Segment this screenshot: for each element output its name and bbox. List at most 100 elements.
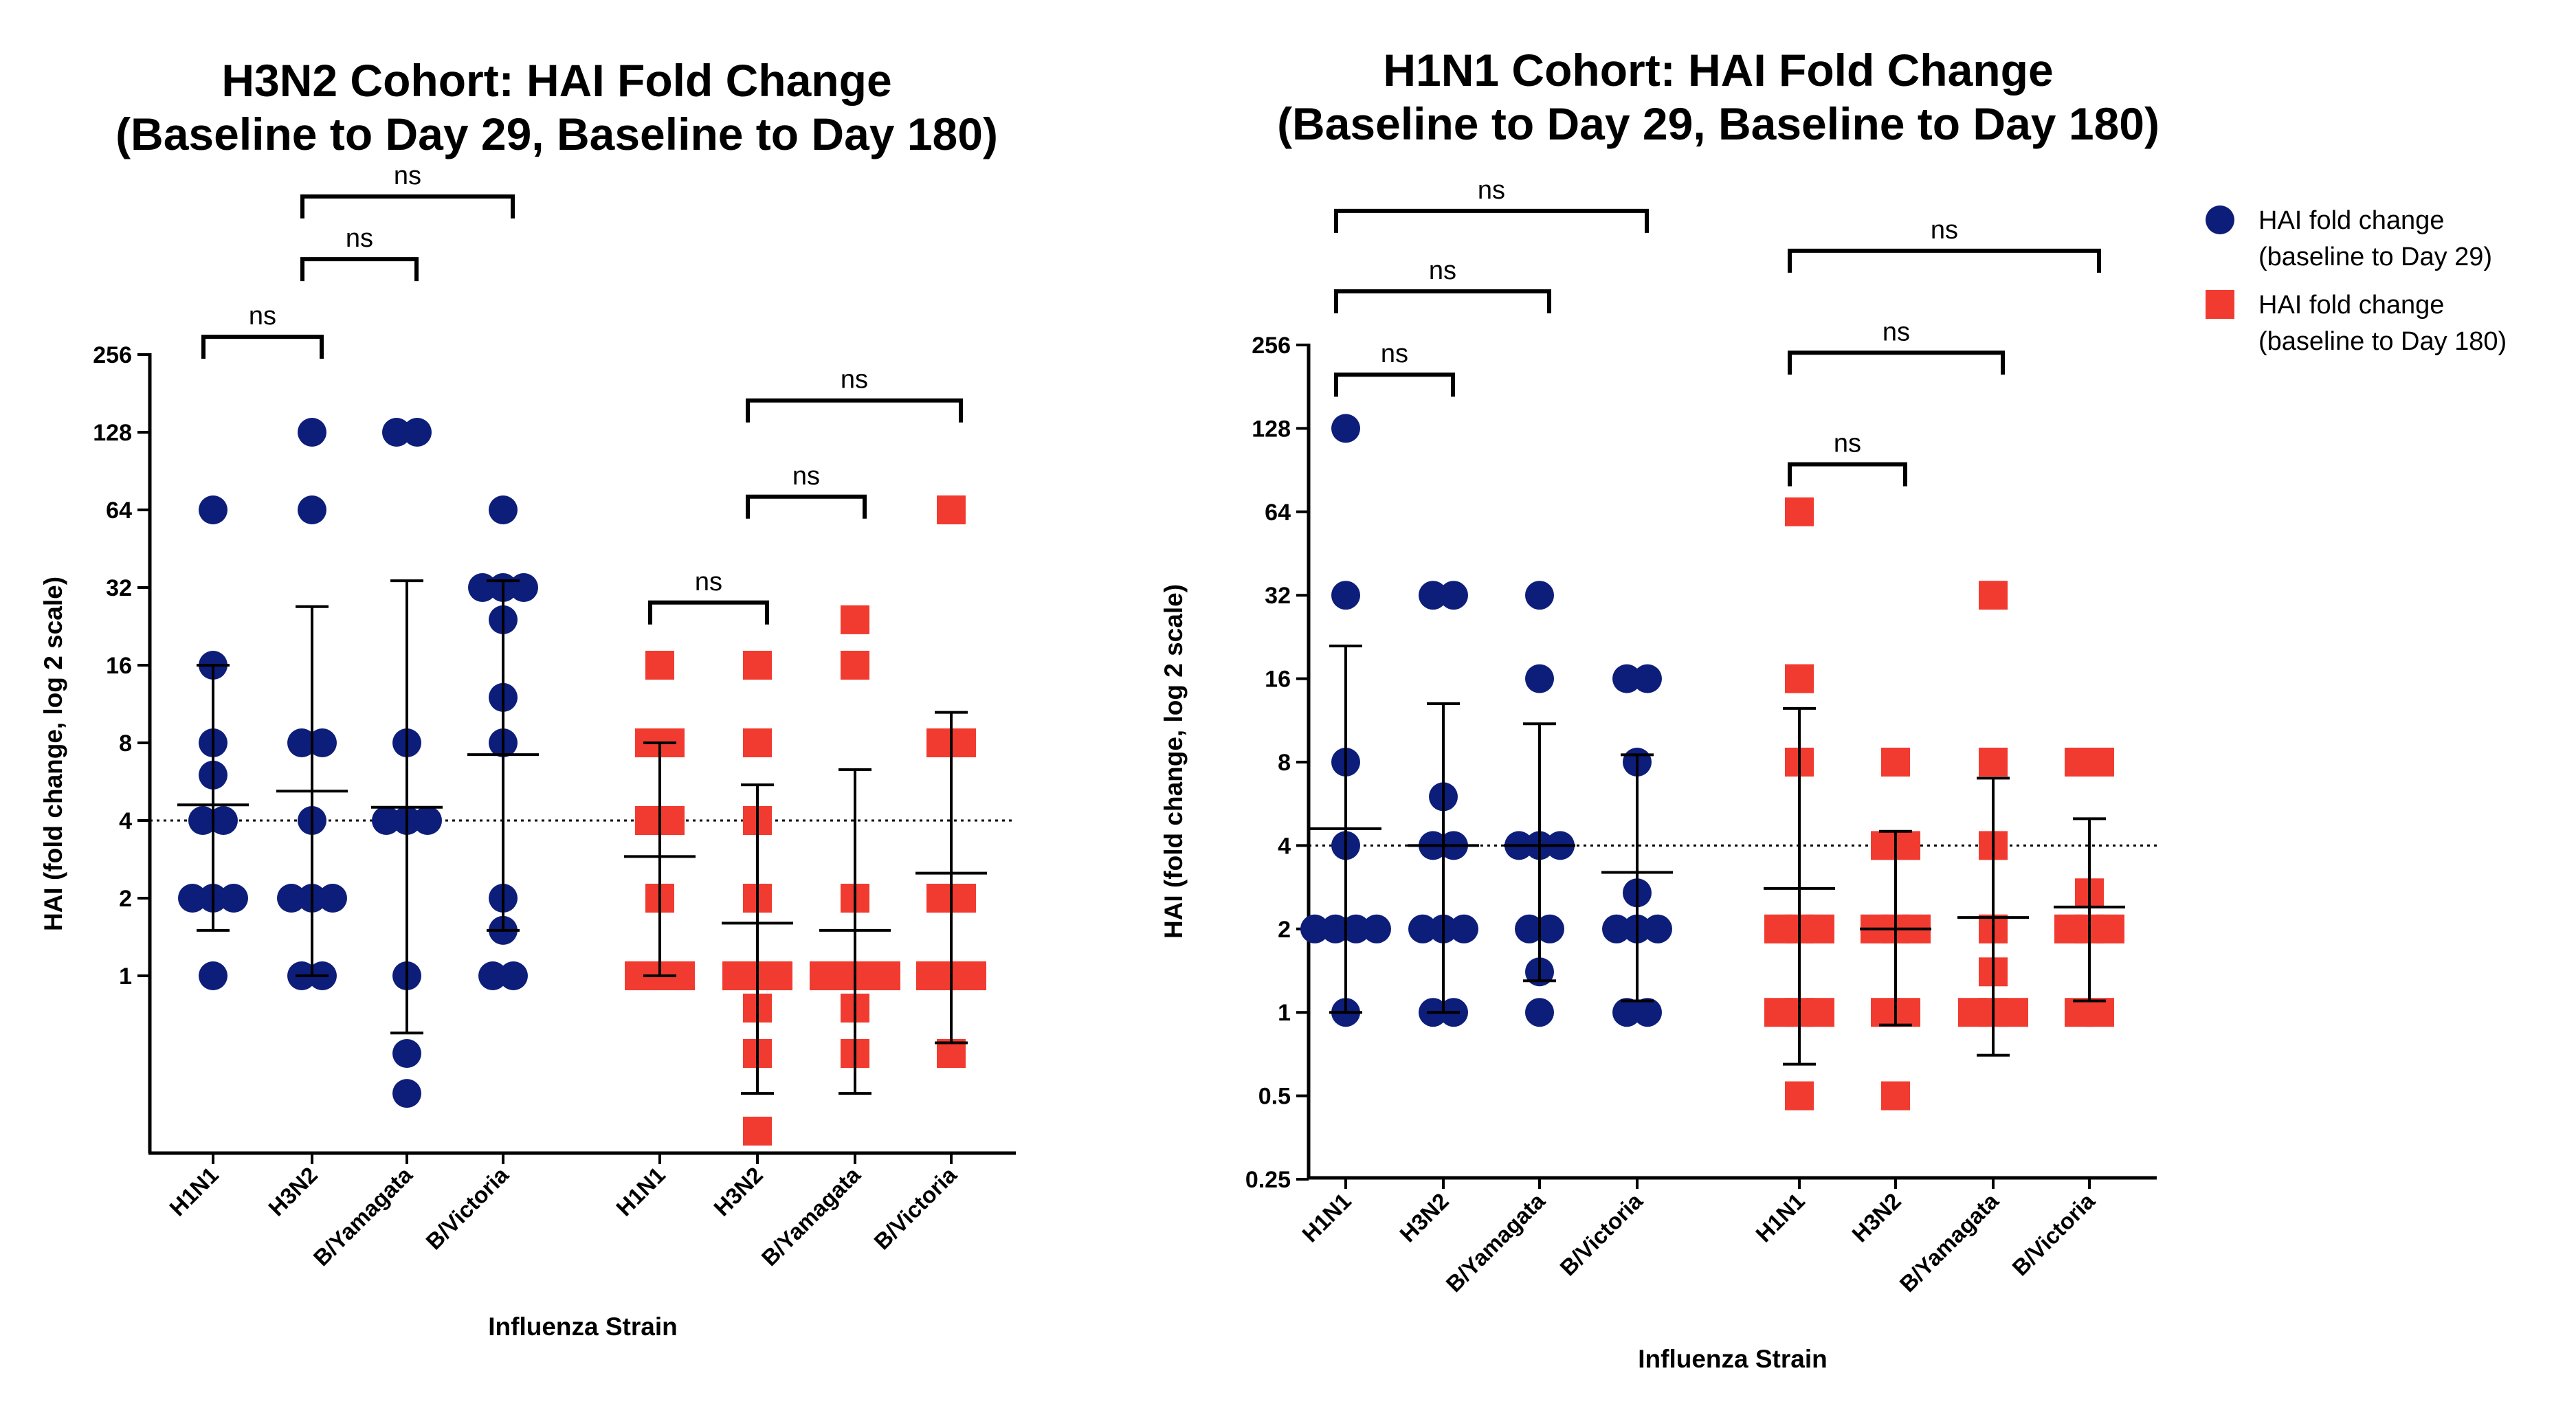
h1n1-cohort-chart: H1N1 Cohort: HAI Fold Change(Baseline to… xyxy=(1159,45,2159,1373)
legend-marker-day180 xyxy=(2206,290,2234,319)
data-point-day29 xyxy=(478,961,507,990)
legend-sublabel: (baseline to Day 180) xyxy=(2258,327,2507,356)
data-point-day29 xyxy=(509,573,538,602)
significance-label: ns xyxy=(1931,216,1958,245)
data-point-day180 xyxy=(2096,914,2124,944)
significance-label: ns xyxy=(1478,176,1505,205)
data-point-day180 xyxy=(743,1117,772,1146)
data-point-day29 xyxy=(1525,581,1554,610)
legend-label: HAI fold change xyxy=(2258,206,2444,235)
data-point-day29 xyxy=(1331,581,1360,610)
data-point-day29 xyxy=(1612,998,1641,1027)
data-point-day29 xyxy=(1362,914,1391,944)
significance-bracket xyxy=(1788,462,1907,487)
significance-bracket xyxy=(648,600,769,625)
y-tick-label: 128 xyxy=(1252,416,1291,442)
data-point-day180 xyxy=(2085,998,2114,1027)
significance-label: ns xyxy=(1883,317,1910,346)
data-point-day29 xyxy=(1342,914,1370,944)
significance-bracket xyxy=(201,335,324,359)
data-point-day29 xyxy=(1331,414,1360,443)
data-point-day29 xyxy=(372,806,401,835)
x-category-label: H3N2 xyxy=(1847,1188,1906,1247)
data-point-day180 xyxy=(1785,497,1814,526)
significance-label: ns xyxy=(792,462,820,491)
y-tick-label: 1 xyxy=(1278,1000,1291,1026)
chart-subtitle: (Baseline to Day 29, Baseline to Day 180… xyxy=(1277,98,2159,149)
y-tick-label: 64 xyxy=(1265,500,1291,526)
data-point-day29 xyxy=(1633,998,1662,1027)
data-point-day29 xyxy=(209,806,238,835)
x-category-label: H1N1 xyxy=(164,1162,223,1221)
data-point-day180 xyxy=(1881,748,1910,777)
data-point-day29 xyxy=(1450,914,1478,944)
data-point-day180 xyxy=(743,728,772,757)
data-point-day180 xyxy=(1806,914,1834,944)
y-tick-label: 32 xyxy=(106,575,132,601)
x-category-label: B/Victoria xyxy=(421,1161,513,1254)
data-point-day29 xyxy=(392,1039,421,1068)
data-point-day29 xyxy=(382,418,411,447)
legend: HAI fold change (baseline to Day 29) HAI f… xyxy=(2206,205,2507,356)
x-category-label: H3N2 xyxy=(1395,1188,1454,1247)
data-point-day180 xyxy=(1979,581,2008,610)
y-tick-label: 128 xyxy=(93,420,132,446)
data-point-day180 xyxy=(871,961,900,990)
y-tick-label: 2 xyxy=(1278,917,1291,943)
data-point-day29 xyxy=(1408,914,1437,944)
x-category-label: H1N1 xyxy=(1751,1188,1810,1247)
x-category-label: B/Yamagata xyxy=(756,1161,865,1271)
y-axis-title: HAI (fold change, log 2 scale) xyxy=(39,577,67,931)
y-tick-label: 8 xyxy=(1278,750,1291,776)
data-point-day180 xyxy=(1785,1081,1814,1111)
y-tick-label: 1 xyxy=(119,963,132,990)
y-tick-label: 64 xyxy=(106,498,132,524)
x-category-label: H3N2 xyxy=(709,1162,768,1221)
y-tick-label: 0.25 xyxy=(1245,1167,1291,1193)
y-tick-label: 2 xyxy=(119,886,132,912)
data-point-day180 xyxy=(2085,748,2114,777)
h3n2-cohort-chart: H3N2 Cohort: HAI Fold Change(Baseline to… xyxy=(39,55,1016,1341)
data-point-day29 xyxy=(1515,914,1544,944)
data-point-day29 xyxy=(199,961,227,990)
x-category-label: B/Victoria xyxy=(1555,1187,1647,1280)
data-point-day29 xyxy=(219,884,248,913)
significance-bracket xyxy=(746,494,867,519)
data-point-day29 xyxy=(403,418,432,447)
significance-bracket xyxy=(1788,248,2101,273)
y-tick-label: 16 xyxy=(106,653,132,679)
significance-bracket xyxy=(1334,372,1455,397)
significance-bracket xyxy=(746,398,963,423)
data-point-day29 xyxy=(308,728,337,757)
x-category-label: B/Victoria xyxy=(869,1161,962,1254)
significance-label: ns xyxy=(1381,339,1408,368)
significance-label: ns xyxy=(695,568,722,596)
data-point-day180 xyxy=(764,961,792,990)
significance-label: ns xyxy=(346,224,373,253)
x-category-label: B/Yamagata xyxy=(1441,1187,1550,1297)
data-point-day180 xyxy=(645,651,674,680)
legend-marker-day29 xyxy=(2206,205,2234,234)
chart-title: H1N1 Cohort: HAI Fold Change xyxy=(1383,45,2053,96)
data-point-day29 xyxy=(499,961,528,990)
significance-bracket xyxy=(1788,350,2005,375)
data-point-day29 xyxy=(298,495,326,524)
x-axis-title: Influenza Strain xyxy=(488,1313,677,1341)
data-point-day29 xyxy=(1321,914,1350,944)
y-tick-label: 32 xyxy=(1265,583,1291,609)
y-axis-title: HAI (fold change, log 2 scale) xyxy=(1159,584,1188,939)
x-category-label: B/Victoria xyxy=(2007,1187,2100,1280)
data-point-day29 xyxy=(1643,914,1672,944)
data-point-day180 xyxy=(841,605,869,634)
data-point-day29 xyxy=(1612,664,1641,693)
chart-title: H3N2 Cohort: HAI Fold Change xyxy=(221,55,891,106)
y-tick-label: 256 xyxy=(1252,333,1291,359)
data-point-day29 xyxy=(1300,914,1329,944)
x-category-label: B/Yamagata xyxy=(308,1161,417,1271)
data-point-day29 xyxy=(199,495,227,524)
chart-subtitle: (Baseline to Day 29, Baseline to Day 180… xyxy=(115,109,998,159)
x-axis-title: Influenza Strain xyxy=(1638,1345,1827,1373)
data-point-day29 xyxy=(277,884,306,913)
data-point-day180 xyxy=(841,651,869,680)
